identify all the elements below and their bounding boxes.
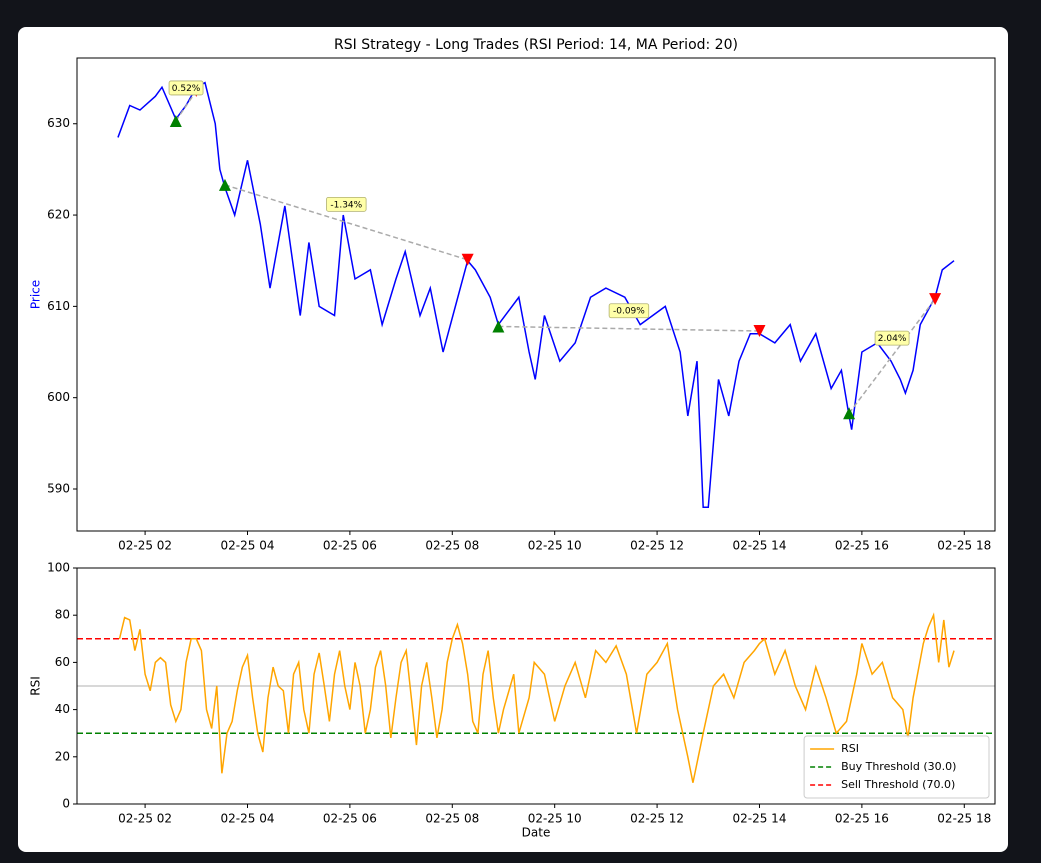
- x-tick-label: 02-25 06: [323, 812, 377, 826]
- legend-label: Sell Threshold (70.0): [841, 778, 955, 791]
- trade-label-box: [608, 303, 650, 319]
- sell-marker: [753, 325, 766, 338]
- x-tick-label: 02-25 04: [221, 812, 275, 826]
- card: [18, 27, 1008, 852]
- legend-label: Buy Threshold (30.0): [841, 760, 956, 773]
- trade-label-box: [168, 80, 204, 96]
- trade-label: -0.09%: [613, 307, 645, 317]
- y-tick-label: 590: [47, 481, 70, 495]
- y-tick-label: 630: [47, 116, 70, 130]
- trade-label-box: [874, 330, 910, 346]
- y-tick-label: 60: [55, 655, 70, 669]
- y-tick-label: 0: [62, 797, 70, 811]
- buy-marker: [218, 178, 231, 191]
- x-tick-label: 02-25 12: [630, 539, 684, 553]
- y-tick-label: 80: [55, 608, 70, 622]
- y-tick-label: 100: [47, 561, 70, 575]
- buy-marker: [169, 115, 182, 128]
- x-axis-label: Date: [522, 826, 551, 840]
- trade-label: 0.52%: [172, 84, 201, 94]
- buy-marker: [492, 320, 505, 333]
- x-tick-label: 02-25 14: [733, 812, 787, 826]
- trade-line: [498, 325, 760, 332]
- plot-frame: [76, 57, 996, 532]
- y-tick-label: 40: [55, 702, 70, 716]
- x-tick-label: 02-25 18: [937, 539, 991, 553]
- trade-line: [175, 90, 197, 122]
- y-axis-label: Price: [29, 280, 43, 309]
- y-tick-label: 620: [47, 208, 70, 222]
- trade-label: 2.04%: [878, 334, 907, 344]
- x-tick-label: 02-25 16: [835, 812, 889, 826]
- x-tick-label: 02-25 10: [528, 812, 582, 826]
- trade-label-box: [326, 196, 367, 212]
- trade-label: -1.34%: [330, 200, 362, 210]
- trade-line: [224, 184, 468, 261]
- chart-title: RSI Strategy - Long Trades (RSI Period: …: [334, 37, 738, 53]
- x-tick-label: 02-25 14: [733, 539, 787, 553]
- sell-marker: [461, 253, 474, 266]
- x-tick-label: 02-25 08: [425, 812, 479, 826]
- y-axis-label: RSI: [29, 676, 43, 696]
- x-tick-label: 02-25 12: [630, 812, 684, 826]
- x-tick-label: 02-25 18: [937, 812, 991, 826]
- buy-marker: [843, 407, 856, 420]
- x-tick-label: 02-25 06: [323, 539, 377, 553]
- series-line: [117, 81, 955, 509]
- y-tick-label: 20: [55, 749, 70, 763]
- x-tick-label: 02-25 08: [425, 539, 479, 553]
- series-line: [118, 612, 955, 783]
- legend-box: [803, 735, 990, 799]
- y-tick-label: 610: [47, 299, 70, 313]
- legend-label: RSI: [841, 742, 859, 755]
- sell-marker: [929, 293, 942, 306]
- x-tick-label: 02-25 02: [118, 812, 172, 826]
- x-tick-label: 02-25 02: [118, 539, 172, 553]
- plot-frame: [76, 567, 996, 805]
- y-tick-label: 600: [47, 390, 70, 404]
- x-tick-label: 02-25 16: [835, 539, 889, 553]
- x-tick-label: 02-25 10: [528, 539, 582, 553]
- x-tick-label: 02-25 04: [221, 539, 275, 553]
